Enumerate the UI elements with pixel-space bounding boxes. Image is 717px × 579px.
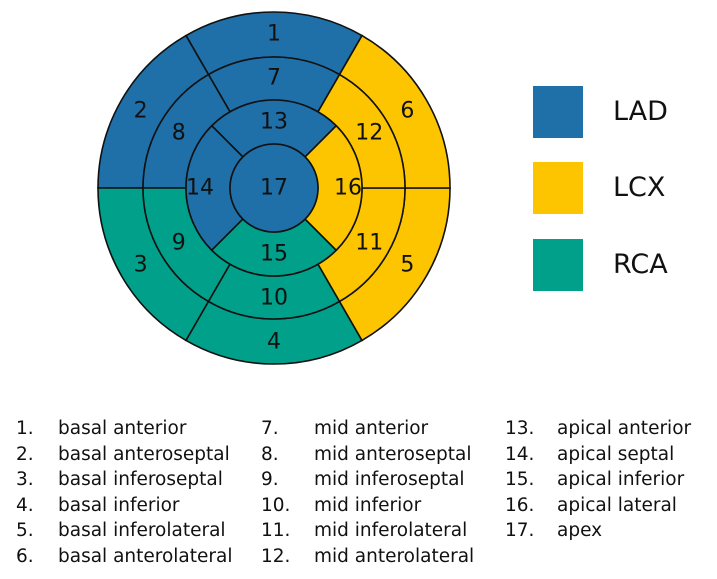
segment-key-number: 4.	[16, 494, 34, 516]
segment-key-name: mid anteroseptal	[314, 443, 472, 465]
segment-key-number: 16.	[505, 494, 535, 516]
segment-key-name: apex	[557, 520, 603, 542]
segment-key-number: 6.	[16, 546, 34, 567]
segment-key-number: 13.	[505, 418, 535, 439]
segment-key-name: basal inferior	[58, 494, 180, 516]
legend-swatch-lad	[533, 86, 583, 138]
segment-key-name: apical septal	[557, 443, 675, 465]
segment-key-name: mid anterolateral	[314, 546, 475, 567]
legend-swatch-rca	[533, 239, 583, 291]
segment-number-label: 8	[172, 121, 186, 146]
segment-key-number: 12.	[261, 546, 291, 567]
segment-key-number: 17.	[505, 520, 535, 542]
segment-key-name: mid inferoseptal	[314, 469, 465, 491]
segment-key-number: 11.	[261, 520, 291, 542]
segment-number-label: 14	[186, 176, 214, 201]
segment-key-number: 15.	[505, 469, 535, 491]
legend-label-lcx: LCX	[613, 172, 666, 203]
segment-key-name: basal inferolateral	[58, 520, 226, 542]
segment-number-label: 11	[355, 231, 383, 256]
segment-key-name: basal anteroseptal	[58, 443, 230, 465]
segment-number-label: 6	[400, 99, 414, 124]
segment-number-label: 2	[134, 99, 148, 124]
legend-label-lad: LAD	[613, 96, 668, 127]
legend-item-lad: LAD	[533, 86, 703, 138]
segment-key-number: 10.	[261, 494, 291, 516]
segment-key-number: 8.	[261, 443, 279, 465]
segment-key-name: apical lateral	[557, 494, 677, 516]
segment-number-label: 3	[134, 253, 148, 278]
segment-key-number: 7.	[261, 418, 279, 439]
segment-key-name: basal anterolateral	[58, 546, 233, 567]
segment-17	[229, 143, 319, 233]
legend-item-lcx: LCX	[533, 162, 703, 214]
segment-number-label: 12	[355, 121, 383, 146]
segment-key-name: apical inferior	[557, 469, 685, 491]
legend-item-rca: RCA	[533, 239, 703, 291]
segment-number-label: 15	[260, 242, 288, 267]
segment-key-number: 9.	[261, 469, 279, 491]
segment-key-number: 5.	[16, 520, 34, 542]
segment-key-number: 2.	[16, 443, 34, 465]
segment-number-label: 17	[260, 176, 288, 201]
segment-number-label: 13	[260, 110, 288, 135]
segment-key-name: apical anterior	[557, 418, 692, 439]
segment-key-number: 1.	[16, 418, 34, 439]
segment-number-label: 7	[267, 66, 281, 91]
segment-key-name: basal inferoseptal	[58, 469, 223, 491]
segment-key-number: 3.	[16, 469, 34, 491]
segment-number-label: 10	[260, 286, 288, 311]
segment-number-label: 9	[172, 231, 186, 256]
segment-key-name: mid anterior	[314, 418, 429, 439]
segment-number-label: 16	[334, 176, 362, 201]
segment-number-label: 4	[267, 330, 281, 355]
segment-key-name: mid inferior	[314, 494, 422, 516]
segment-number-label: 1	[267, 22, 281, 47]
legend-swatch-lcx	[533, 162, 583, 214]
segment-key-name: mid inferolateral	[314, 520, 468, 542]
legend-label-rca: RCA	[613, 249, 668, 280]
segment-key-number: 14.	[505, 443, 535, 465]
segment-key-name: basal anterior	[58, 418, 187, 439]
segment-number-label: 5	[400, 253, 414, 278]
